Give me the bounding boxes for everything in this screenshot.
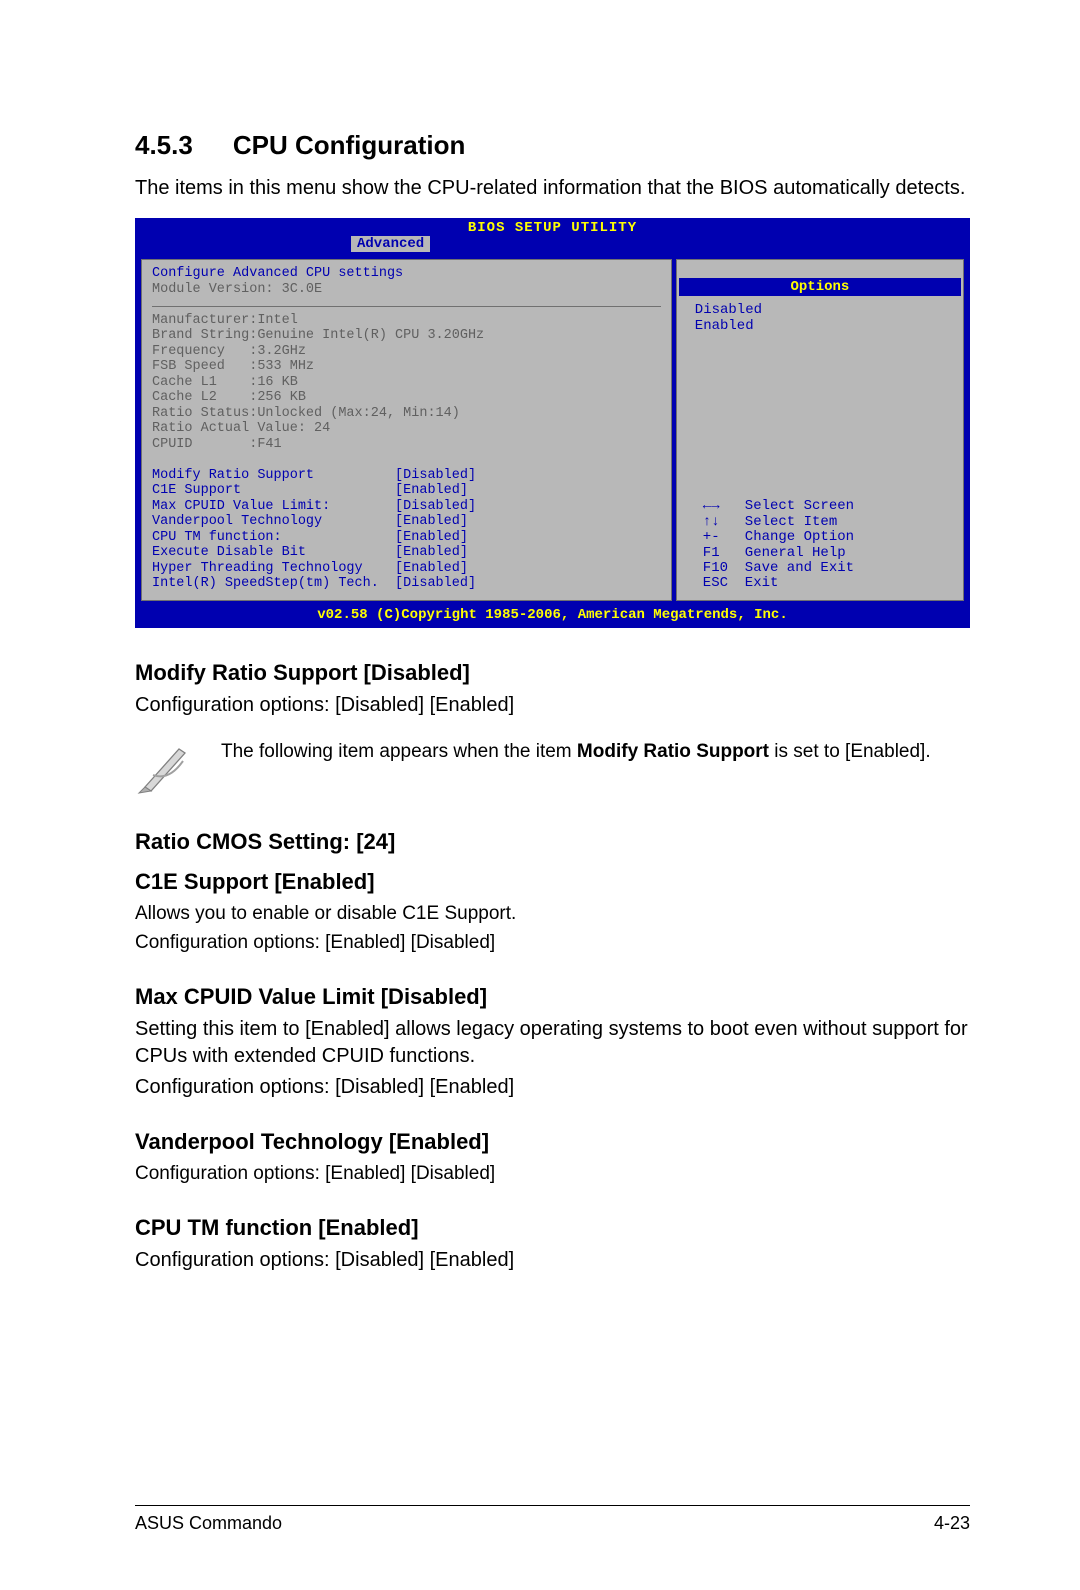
bios-set-3: Max CPUID Value Limit: [Disabled] <box>152 499 476 514</box>
bios-tab-row: Advanced <box>135 236 970 255</box>
bios-help-1: ←→ Select Screen <box>703 498 854 514</box>
bios-options-header: Options <box>679 278 961 296</box>
bios-info-3: Frequency :3.2GHz <box>152 344 306 359</box>
section-number: 4.5.3 <box>135 130 193 161</box>
bios-info-8: Ratio Actual Value: 24 <box>152 421 330 436</box>
footer-right: 4-23 <box>934 1513 970 1534</box>
bios-set-7: Hyper Threading Technology [Enabled] <box>152 561 468 576</box>
note-bold: Modify Ratio Support <box>577 741 769 762</box>
bios-left-panel: Configure Advanced CPU settings Module V… <box>141 259 672 601</box>
bios-module-version: Module Version: 3C.0E <box>152 282 322 297</box>
heading-cpu-tm: CPU TM function [Enabled] <box>135 1215 970 1241</box>
footer-left: ASUS Commando <box>135 1513 282 1534</box>
bios-help-5: F10 Save and Exit <box>703 560 854 576</box>
bios-footer: v02.58 (C)Copyright 1985-2006, American … <box>135 603 970 628</box>
body-max-1: Setting this item to [Enabled] allows le… <box>135 1016 970 1070</box>
bios-body: Configure Advanced CPU settings Module V… <box>135 255 970 603</box>
body-vanderpool: Configuration options: [Enabled] [Disabl… <box>135 1161 970 1187</box>
note-text: The following item appears when the item… <box>221 739 970 765</box>
bios-set-4: Vanderpool Technology [Enabled] <box>152 514 468 529</box>
body-cpu-tm: Configuration options: [Disabled] [Enabl… <box>135 1247 970 1274</box>
bios-set-2: C1E Support [Enabled] <box>152 483 468 498</box>
bios-option-2: Enabled <box>695 318 754 334</box>
bios-title: BIOS SETUP UTILITY <box>135 218 970 236</box>
bios-help-4: F1 General Help <box>703 545 846 561</box>
heading-max-cpuid: Max CPUID Value Limit [Disabled] <box>135 984 970 1010</box>
body-modify-ratio: Configuration options: [Disabled] [Enabl… <box>135 692 970 719</box>
bios-help-3: +- Change Option <box>703 529 854 545</box>
bios-set-8: Intel(R) SpeedStep(tm) Tech. [Disabled] <box>152 576 476 591</box>
bios-set-6: Execute Disable Bit [Enabled] <box>152 545 468 560</box>
bios-info-7: Ratio Status:Unlocked (Max:24, Min:14) <box>152 406 460 421</box>
heading-vanderpool: Vanderpool Technology [Enabled] <box>135 1129 970 1155</box>
bios-info-5: Cache L1 :16 KB <box>152 375 298 390</box>
heading-ratio-cmos: Ratio CMOS Setting: [24] <box>135 829 970 855</box>
section-heading: 4.5.3 CPU Configuration <box>135 130 970 161</box>
bios-info-1: Manufacturer:Intel <box>152 313 298 328</box>
section-title: CPU Configuration <box>233 130 466 160</box>
body-c1e-2: Configuration options: [Enabled] [Disabl… <box>135 930 970 956</box>
body-c1e-1: Allows you to enable or disable C1E Supp… <box>135 901 970 927</box>
intro-paragraph: The items in this menu show the CPU-rela… <box>135 175 970 202</box>
page-footer: ASUS Commando 4-23 <box>135 1513 970 1534</box>
footer-rule <box>135 1505 970 1506</box>
bios-tab-advanced: Advanced <box>351 236 430 252</box>
body-max-2: Configuration options: [Disabled] [Enabl… <box>135 1074 970 1101</box>
bios-info-9: CPUID :F41 <box>152 437 282 452</box>
bios-help-6: ESC Exit <box>703 575 779 591</box>
bios-info-6: Cache L2 :256 KB <box>152 390 306 405</box>
bios-info-2: Brand String:Genuine Intel(R) CPU 3.20GH… <box>152 328 484 343</box>
bios-info-4: FSB Speed :533 MHz <box>152 359 314 374</box>
bios-help-keys: ←→ Select Screen ↑↓ Select Item +- Chang… <box>703 499 854 591</box>
bios-right-panel: Options Disabled Enabled ←→ Select Screen… <box>676 259 964 601</box>
heading-c1e: C1E Support [Enabled] <box>135 869 970 895</box>
note-post: is set to [Enabled]. <box>769 741 931 762</box>
note-row: The following item appears when the item… <box>135 739 970 801</box>
note-icon <box>135 739 195 801</box>
bios-option-1: Disabled <box>695 302 762 318</box>
heading-modify-ratio: Modify Ratio Support [Disabled] <box>135 660 970 686</box>
bios-set-1: Modify Ratio Support [Disabled] <box>152 468 476 483</box>
bios-set-5: CPU TM function: [Enabled] <box>152 530 468 545</box>
note-pre: The following item appears when the item <box>221 741 577 762</box>
bios-help-2: ↑↓ Select Item <box>703 514 837 530</box>
bios-left-header: Configure Advanced CPU settings <box>152 266 403 281</box>
bios-screenshot: BIOS SETUP UTILITY Advanced Configure Ad… <box>135 218 970 628</box>
